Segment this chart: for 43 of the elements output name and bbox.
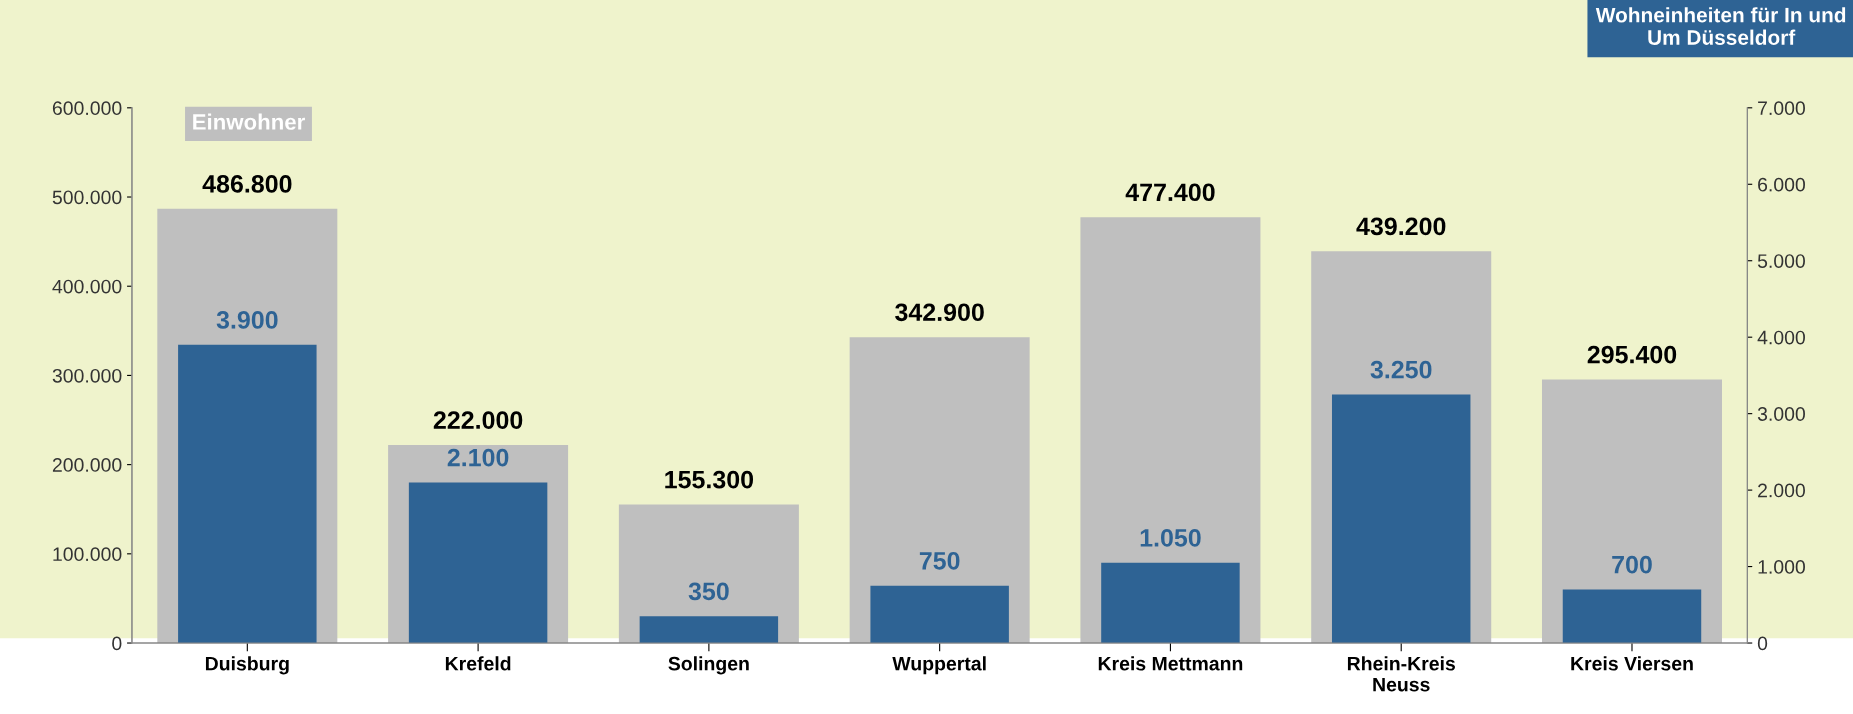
- y2-tick-label: 0: [1757, 636, 1768, 651]
- y2-tick-label: 2.000: [1758, 483, 1805, 498]
- data-label: 750: [919, 551, 960, 570]
- y-tick-label: 400.000: [52, 279, 122, 294]
- y2-tick-label: 6.000: [1758, 177, 1805, 192]
- y2-tick-label: 5.000: [1757, 254, 1805, 268]
- data-label: 3.900: [216, 311, 278, 329]
- data-label: 222.000: [433, 411, 523, 429]
- y-tick-label: 500.000: [52, 190, 122, 205]
- data-label: 486.800: [202, 175, 292, 193]
- data-label: 700: [1612, 555, 1652, 574]
- data-label: 155.300: [665, 470, 754, 489]
- x-tick-label: Duisburg: [205, 656, 289, 675]
- x-tick-label: Kreis Viersen: [1571, 656, 1693, 671]
- x-tick-label: Krefeld: [445, 656, 511, 671]
- data-label: 1.050: [1140, 528, 1201, 547]
- text: Einwohner: [193, 113, 305, 130]
- data-label: 439.200: [1356, 217, 1446, 236]
- y-tick-label: 0: [112, 636, 122, 651]
- data-label: 295.400: [1587, 345, 1677, 364]
- y2-tick-label: 4.000: [1757, 330, 1805, 345]
- bar: [870, 585, 1009, 644]
- bar: [639, 616, 779, 644]
- y-tick-label: 100.000: [53, 547, 122, 562]
- bar: [178, 344, 317, 644]
- x-tick-label: Kreis Mettmann: [1098, 656, 1243, 671]
- data-label: 2.100: [447, 448, 509, 467]
- data-label: 477.400: [1125, 183, 1215, 202]
- y-tick-label: 200.000: [52, 458, 122, 472]
- text: Wohneinheiten für In und Um Düsseldorf: [1595, 7, 1846, 45]
- y-tick-label: 300.000: [52, 368, 122, 383]
- bar: [1101, 562, 1240, 644]
- x-tick-label: Wuppertal: [892, 656, 986, 675]
- x-tick-label: Solingen: [668, 656, 749, 675]
- data-label: 350: [688, 582, 729, 601]
- y2-tick-label: 7.000: [1758, 101, 1805, 116]
- x-tick-label: Rhein-Kreis Neuss: [1347, 656, 1455, 692]
- y2-tick-label: 1.000: [1758, 560, 1805, 574]
- y2-tick-label: 3.000: [1757, 407, 1805, 421]
- bar: [1562, 589, 1702, 644]
- data-label: 342.900: [895, 303, 984, 322]
- data-label: 3.250: [1370, 360, 1432, 379]
- y-tick-label: 600.000: [52, 101, 122, 116]
